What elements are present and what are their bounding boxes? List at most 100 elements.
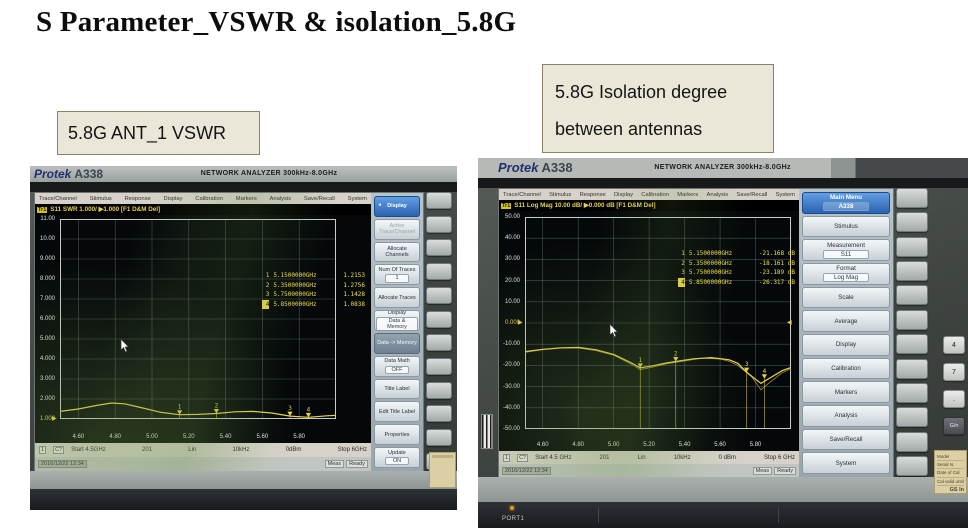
hard-key[interactable] <box>896 261 928 282</box>
hard-key[interactable] <box>896 431 928 452</box>
softkey-label: Display <box>387 203 407 210</box>
hard-key[interactable] <box>426 215 452 233</box>
softkey-display-header[interactable]: Display <box>374 196 420 217</box>
softkey-update[interactable]: Update ON <box>374 447 420 468</box>
softkey-label: Save/Recall <box>829 435 863 443</box>
menu-item-calibration[interactable]: Calibration <box>641 191 670 198</box>
hard-key[interactable] <box>426 286 452 304</box>
softkey-label: Average <box>834 317 858 325</box>
menu-item-trace-channel[interactable]: Trace/Channel <box>39 195 77 202</box>
menu-item-stimulus[interactable]: Stimulus <box>549 191 572 198</box>
menu-item-system[interactable]: System <box>347 195 367 202</box>
softkey-display-data-memory[interactable]: Display Data & Memory <box>374 310 420 331</box>
keypad-key-dot[interactable]: . <box>943 390 965 408</box>
softkey-label: Scale <box>838 293 854 301</box>
hard-key[interactable] <box>896 407 928 428</box>
marker-row: 1 5.1500000GHz 1.2153 <box>265 272 365 279</box>
system-status-bar: 2016/12/22 12:34 Meas Ready <box>35 457 371 471</box>
port1-led <box>510 506 514 510</box>
softkey-allocate-traces[interactable]: Allocate Traces <box>374 287 420 309</box>
trace-label: S11 Log Mag 10.00 dB/ ▶0.000 dB [F1 D&M … <box>514 202 656 209</box>
analyzer-bottom-bezel <box>30 471 457 489</box>
softkey-data-to-memory[interactable]: Data -> Memory <box>374 332 420 354</box>
slide-title: S Parameter_VSWR & isolation_5.8G <box>36 6 517 38</box>
softkey-value: OFF <box>385 365 409 375</box>
keypad-key-4[interactable]: 4 <box>943 336 965 354</box>
hard-key[interactable] <box>896 358 928 379</box>
softkey-system[interactable]: System <box>802 452 890 475</box>
svg-text:1: 1 <box>178 404 182 411</box>
softkey-properties[interactable]: Properties <box>374 424 420 446</box>
menu-item-markers[interactable]: Markers <box>677 191 699 198</box>
hard-key[interactable] <box>426 192 452 209</box>
meas-indicator: Meas <box>752 466 773 475</box>
menu-item-analysis[interactable]: Analysis <box>269 195 292 202</box>
hard-key[interactable] <box>896 236 928 257</box>
hard-key[interactable] <box>896 188 928 208</box>
screen-main-area: Trace/Channel Stimulus Response Display … <box>499 189 799 477</box>
softkey-title-label[interactable]: Title Label <box>374 378 420 400</box>
softkey-display[interactable]: Display <box>802 334 890 356</box>
softkey-measurement[interactable]: Measurement S11 <box>802 239 890 262</box>
hard-key[interactable] <box>426 405 452 423</box>
menu-item-save-recall[interactable]: Save/Recall <box>736 191 768 198</box>
hard-key[interactable] <box>426 334 452 352</box>
hard-key[interactable] <box>426 358 452 376</box>
hard-key[interactable] <box>426 429 452 447</box>
mouse-cursor-icon <box>609 324 619 338</box>
softkey-label: Properties <box>384 431 410 438</box>
softkey-main-menu[interactable]: Main Menu A338 <box>802 192 890 214</box>
hard-key[interactable] <box>896 212 928 233</box>
svg-text:4: 4 <box>763 368 767 375</box>
menu-item-response[interactable]: Response <box>124 195 151 202</box>
hard-key[interactable] <box>896 334 928 355</box>
softkey-average[interactable]: Average <box>802 310 890 333</box>
softkey-num-of-traces[interactable]: Num Of Traces 1 <box>374 264 420 286</box>
timestamp: 2016/12/22 12:34 <box>502 466 551 475</box>
menu-item-save-recall[interactable]: Save/Recall <box>303 195 335 202</box>
softkey-stimulus[interactable]: Stimulus <box>802 215 890 238</box>
softkey-save-recall[interactable]: Save/Recall <box>802 428 890 451</box>
menu-item-system[interactable]: System <box>775 191 795 198</box>
softkey-markers[interactable]: Markers <box>802 381 890 404</box>
softkey-scale[interactable]: Scale <box>802 286 890 309</box>
caption-isolation-line2: between antennas <box>555 119 703 139</box>
hard-key[interactable] <box>426 310 452 328</box>
calibration-sticker <box>429 452 456 488</box>
hard-key[interactable] <box>896 285 928 306</box>
softkey-edit-title-label[interactable]: Edit Title Label <box>374 401 420 423</box>
hard-key[interactable] <box>426 381 452 399</box>
softkey-label: Edit Title Label <box>378 408 416 415</box>
analyzer-banner: NETWORK ANALYZER 300kHz-8.0GHz <box>200 170 338 177</box>
svg-text:2: 2 <box>674 351 678 358</box>
plot-area: 1 2 3 4 <box>525 217 791 429</box>
softkey-analysis[interactable]: Analysis <box>802 405 890 427</box>
softkey-allocate-channels[interactable]: Allocate Channels <box>374 241 420 263</box>
marker-row: 2 5.3500000GHz -18.161 dB <box>681 259 795 267</box>
svg-text:1: 1 <box>638 357 642 364</box>
softkey-format[interactable]: Format Log Mag <box>802 263 890 285</box>
menu-item-analysis[interactable]: Analysis <box>706 191 729 198</box>
menu-item-display[interactable]: Display <box>614 191 634 198</box>
softkey-data-math[interactable]: Data Math OFF <box>374 355 420 377</box>
hard-key[interactable] <box>426 239 452 257</box>
keypad-key-7[interactable]: 7 <box>943 363 965 381</box>
keypad-key-gn[interactable]: G/n <box>943 417 965 435</box>
lcd-screen: Trace/Channel Stimulus Response Display … <box>34 192 424 472</box>
softkey-active-trace-channel[interactable]: Active Trace/Channel <box>374 218 420 240</box>
hard-key[interactable] <box>896 309 928 330</box>
marker-row: 1 5.1500000GHz -21.168 dB <box>681 250 795 257</box>
menu-item-markers[interactable]: Markers <box>235 195 257 202</box>
menu-item-trace-channel[interactable]: Trace/Channel <box>503 191 541 198</box>
menu-item-stimulus[interactable]: Stimulus <box>89 195 112 202</box>
hard-key[interactable] <box>896 455 928 476</box>
reference-level-marker-icon: ▶ <box>518 320 523 326</box>
hard-key[interactable] <box>896 382 928 403</box>
softkey-value: A338 <box>822 202 870 212</box>
softkey-calibration[interactable]: Calibration <box>802 357 890 380</box>
menu-item-response[interactable]: Response <box>579 191 606 198</box>
hard-key[interactable] <box>426 263 452 281</box>
menu-item-calibration[interactable]: Calibration <box>195 195 224 202</box>
menu-item-display[interactable]: Display <box>163 195 183 202</box>
